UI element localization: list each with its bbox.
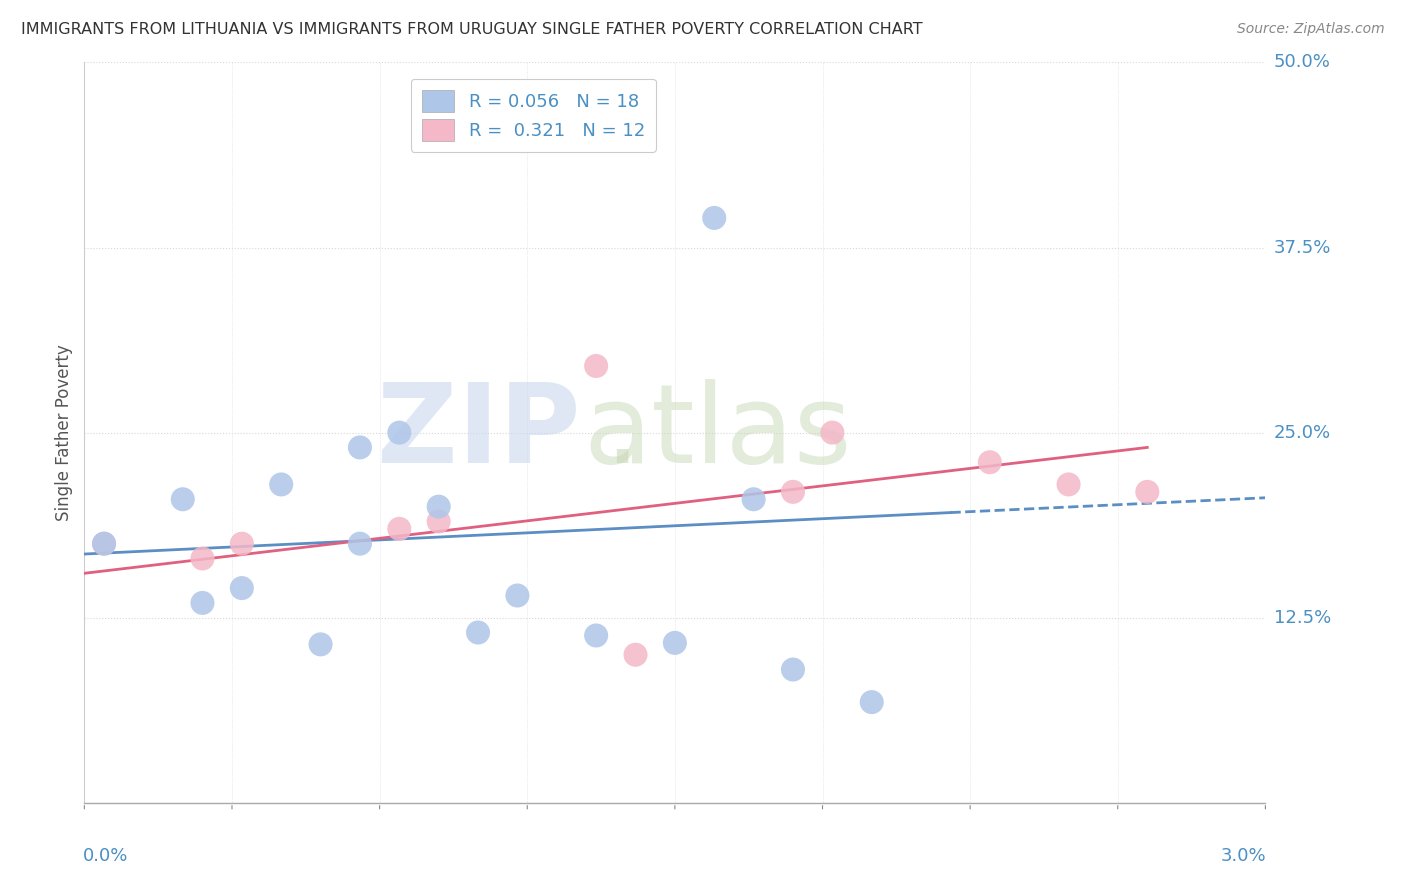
Point [1057, 477, 1080, 491]
Point [231, 536, 253, 550]
Point [506, 589, 529, 603]
Point [979, 455, 1001, 469]
Point [585, 359, 607, 373]
Text: Source: ZipAtlas.com: Source: ZipAtlas.com [1237, 22, 1385, 37]
Text: .: . [605, 379, 640, 486]
Point [93, 536, 115, 550]
Point [93, 536, 115, 550]
Point [742, 492, 765, 507]
Point [349, 441, 371, 455]
Point [782, 484, 804, 499]
Point [427, 500, 450, 514]
Point [172, 492, 194, 507]
Text: ZIP: ZIP [377, 379, 581, 486]
Point [782, 663, 804, 677]
Point [585, 628, 607, 642]
Point [1136, 484, 1159, 499]
Point [467, 625, 489, 640]
Point [703, 211, 725, 225]
Text: 12.5%: 12.5% [1274, 608, 1331, 627]
Point [821, 425, 844, 440]
Text: 37.5%: 37.5% [1274, 238, 1331, 257]
Point [860, 695, 883, 709]
Text: 50.0%: 50.0% [1274, 54, 1330, 71]
Text: 3.0%: 3.0% [1220, 847, 1267, 865]
Point [664, 636, 686, 650]
Legend: R = 0.056   N = 18, R =  0.321   N = 12: R = 0.056 N = 18, R = 0.321 N = 12 [411, 78, 655, 152]
Point [427, 515, 450, 529]
Text: 25.0%: 25.0% [1274, 424, 1331, 442]
Text: 0.0%: 0.0% [83, 847, 128, 865]
Point [231, 581, 253, 595]
Point [309, 637, 332, 651]
Text: IMMIGRANTS FROM LITHUANIA VS IMMIGRANTS FROM URUGUAY SINGLE FATHER POVERTY CORRE: IMMIGRANTS FROM LITHUANIA VS IMMIGRANTS … [21, 22, 922, 37]
Point [349, 536, 371, 550]
Point [191, 551, 214, 566]
Point [624, 648, 647, 662]
Text: atlas: atlas [583, 379, 852, 486]
Point [270, 477, 292, 491]
Point [191, 596, 214, 610]
Point [388, 522, 411, 536]
Y-axis label: Single Father Poverty: Single Father Poverty [55, 344, 73, 521]
Point [388, 425, 411, 440]
